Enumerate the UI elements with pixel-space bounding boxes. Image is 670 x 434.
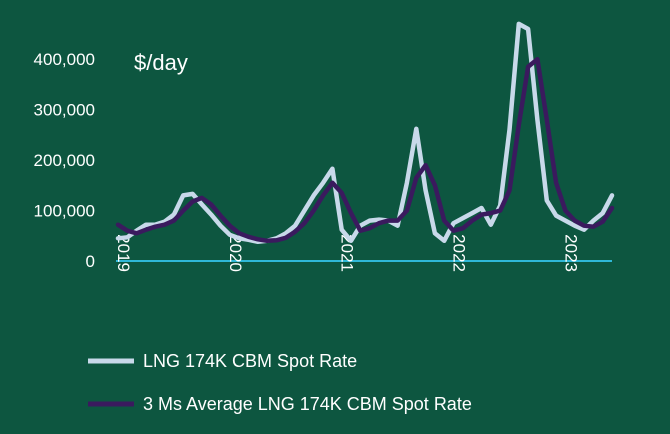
series-line-3m-average [115, 56, 615, 244]
x-tick-label: 2022 [450, 234, 469, 272]
x-tick-label: 2023 [561, 234, 580, 272]
y-tick-label: 0 [86, 252, 95, 271]
legend-label-3m-average: 3 Ms Average LNG 174K CBM Spot Rate [143, 394, 472, 414]
y-tick-label: 400,000 [34, 50, 95, 69]
series-line-spot-rate [115, 21, 615, 245]
legend-label-spot-rate: LNG 174K CBM Spot Rate [143, 351, 357, 371]
x-tick-label: 2020 [226, 234, 245, 272]
y-tick-label: 200,000 [34, 151, 95, 170]
x-tick-label: 2021 [338, 234, 357, 272]
legend: LNG 174K CBM Spot Rate 3 Ms Average LNG … [88, 351, 472, 414]
y-tick-label: 300,000 [34, 101, 95, 120]
x-tick-label: 2019 [114, 234, 133, 272]
y-tick-label: 100,000 [34, 202, 95, 221]
legend-item-3m-average: 3 Ms Average LNG 174K CBM Spot Rate [88, 394, 472, 414]
series-layer [115, 21, 615, 245]
unit-label: $/day [134, 50, 188, 75]
y-tick-labels: 0 100,000 200,000 300,000 400,000 [34, 50, 95, 271]
x-tick-labels: 2019 2020 2021 2022 2023 [114, 234, 580, 272]
legend-item-spot-rate: LNG 174K CBM Spot Rate [88, 351, 357, 371]
